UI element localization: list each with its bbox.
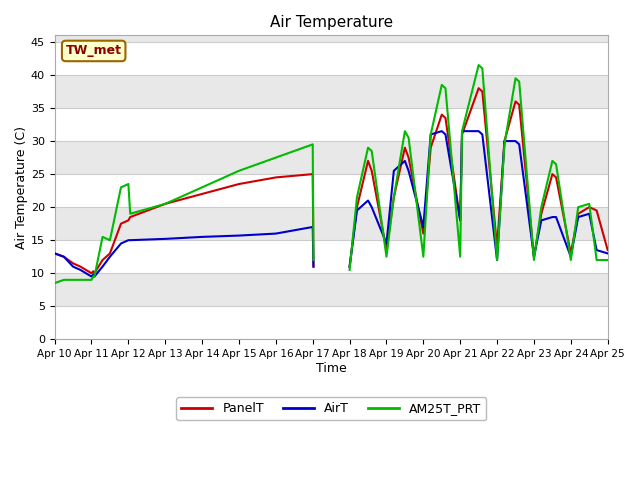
Line: AirT: AirT xyxy=(54,227,314,276)
Text: TW_met: TW_met xyxy=(66,45,122,58)
Line: AM25T_PRT: AM25T_PRT xyxy=(54,144,314,283)
Bar xyxy=(54,207,608,240)
AM25T_PRT xyxy=(90,274,97,279)
Bar xyxy=(54,75,608,108)
AirT xyxy=(309,224,317,230)
Title: Air Temperature: Air Temperature xyxy=(269,15,393,30)
PanelT xyxy=(117,221,125,227)
AirT xyxy=(198,234,206,240)
Y-axis label: Air Temperature (C): Air Temperature (C) xyxy=(15,126,28,249)
PanelT xyxy=(69,261,77,266)
AirT xyxy=(310,264,317,269)
AM25T_PRT xyxy=(60,277,68,283)
AM25T_PRT xyxy=(91,274,99,279)
AM25T_PRT xyxy=(88,277,95,283)
PanelT xyxy=(90,268,97,274)
PanelT xyxy=(309,171,317,177)
AirT xyxy=(272,231,280,237)
PanelT xyxy=(88,270,95,276)
AirT xyxy=(126,237,134,243)
Bar xyxy=(54,306,608,339)
PanelT xyxy=(161,201,169,207)
PanelT xyxy=(272,175,280,180)
AM25T_PRT xyxy=(117,184,125,190)
AM25T_PRT xyxy=(106,237,114,243)
AirT xyxy=(90,272,97,277)
Bar xyxy=(54,174,608,207)
AM25T_PRT xyxy=(51,280,58,286)
PanelT xyxy=(198,191,206,197)
PanelT xyxy=(310,264,317,269)
AM25T_PRT xyxy=(310,257,317,263)
X-axis label: Time: Time xyxy=(316,362,346,375)
PanelT xyxy=(106,251,114,256)
AirT xyxy=(125,237,132,243)
AM25T_PRT xyxy=(126,211,134,216)
PanelT xyxy=(125,217,132,223)
Bar xyxy=(54,42,608,75)
Bar xyxy=(54,240,608,273)
AM25T_PRT xyxy=(99,234,106,240)
PanelT xyxy=(91,270,99,276)
AirT xyxy=(60,254,68,260)
PanelT xyxy=(51,251,58,256)
Line: PanelT: PanelT xyxy=(54,174,314,273)
AirT xyxy=(235,233,243,239)
AM25T_PRT xyxy=(69,277,77,283)
Legend: PanelT, AirT, AM25T_PRT: PanelT, AirT, AM25T_PRT xyxy=(176,397,486,420)
AM25T_PRT xyxy=(309,142,317,147)
AM25T_PRT xyxy=(272,155,280,160)
AirT xyxy=(69,264,77,269)
PanelT xyxy=(99,257,106,263)
AirT xyxy=(77,267,84,273)
AirT xyxy=(91,274,99,279)
Bar xyxy=(54,141,608,174)
AirT xyxy=(51,251,58,256)
AM25T_PRT xyxy=(198,184,206,190)
AirT xyxy=(88,274,95,279)
PanelT xyxy=(60,254,68,260)
AirT xyxy=(99,264,106,269)
AM25T_PRT xyxy=(235,168,243,174)
AirT xyxy=(106,254,114,260)
PanelT xyxy=(235,181,243,187)
AM25T_PRT xyxy=(77,277,84,283)
Bar xyxy=(54,108,608,141)
AirT xyxy=(161,236,169,242)
PanelT xyxy=(77,264,84,269)
AM25T_PRT xyxy=(125,181,132,187)
Bar xyxy=(54,273,608,306)
AirT xyxy=(117,240,125,246)
AM25T_PRT xyxy=(161,201,169,207)
PanelT xyxy=(126,214,134,220)
